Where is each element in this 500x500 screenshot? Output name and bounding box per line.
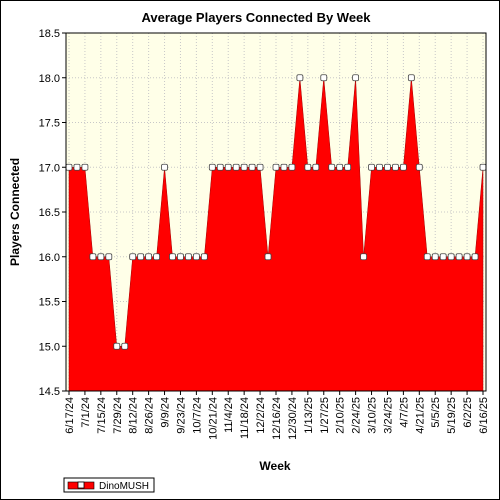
x-tick-label: 10/7/24 bbox=[191, 397, 203, 434]
data-point bbox=[192, 253, 200, 261]
x-tick-label: 7/15/24 bbox=[96, 397, 108, 434]
data-point bbox=[161, 163, 168, 171]
data-point bbox=[216, 163, 224, 171]
data-point bbox=[407, 74, 415, 82]
data-point bbox=[479, 163, 487, 171]
x-tick-label: 2/24/25 bbox=[351, 397, 363, 434]
data-point bbox=[129, 253, 137, 261]
data-point bbox=[471, 253, 479, 261]
data-point bbox=[304, 163, 312, 171]
x-tick-label: 1/27/25 bbox=[319, 397, 331, 434]
x-tick-label: 4/7/25 bbox=[398, 397, 410, 428]
data-point bbox=[455, 253, 463, 261]
data-point bbox=[439, 253, 447, 261]
data-point bbox=[384, 163, 391, 171]
data-point bbox=[399, 163, 407, 171]
y-tick-label: 18.5 bbox=[39, 28, 60, 40]
data-point bbox=[344, 163, 352, 171]
y-tick-label: 14.5 bbox=[39, 386, 60, 398]
data-point bbox=[121, 342, 129, 350]
data-point bbox=[137, 253, 145, 261]
y-tick-label: 17.5 bbox=[39, 118, 60, 130]
y-tick-label: 15.5 bbox=[39, 297, 60, 309]
y-tick-label: 18.0 bbox=[39, 73, 60, 85]
x-tick-label: 7/1/24 bbox=[80, 397, 92, 428]
x-tick-label: 8/26/24 bbox=[144, 397, 156, 434]
data-point bbox=[177, 253, 184, 261]
data-point bbox=[256, 163, 264, 171]
x-tick-label: 5/19/25 bbox=[446, 397, 458, 434]
data-point bbox=[185, 253, 192, 261]
data-point bbox=[248, 163, 256, 171]
x-axis: 6/17/24 7/1/24 7/15/24 7/29/24 8/12/24 8/26/2… bbox=[64, 391, 490, 440]
data-point bbox=[73, 163, 81, 171]
data-point bbox=[360, 253, 367, 261]
data-point bbox=[328, 163, 336, 171]
data-point bbox=[368, 163, 375, 171]
data-point bbox=[89, 253, 97, 261]
data-point bbox=[392, 163, 399, 171]
series-area bbox=[65, 74, 487, 392]
y-tick-label: 17.0 bbox=[39, 162, 60, 174]
data-point bbox=[169, 253, 176, 261]
legend-label: DinoMUSH bbox=[99, 481, 149, 492]
data-point bbox=[312, 163, 320, 171]
x-tick-label: 2/10/25 bbox=[335, 397, 347, 434]
data-point bbox=[200, 253, 208, 261]
data-point bbox=[153, 253, 160, 261]
x-tick-label: 11/18/24 bbox=[239, 397, 251, 439]
x-tick-label: 7/29/24 bbox=[112, 397, 124, 434]
data-point bbox=[463, 253, 471, 261]
data-point bbox=[264, 253, 272, 261]
data-point bbox=[296, 74, 304, 82]
data-point bbox=[232, 163, 240, 171]
x-tick-label: 12/2/24 bbox=[255, 397, 267, 434]
data-point bbox=[320, 74, 328, 82]
x-axis-title: Week bbox=[259, 459, 290, 473]
data-point bbox=[81, 163, 89, 171]
data-point bbox=[97, 253, 105, 261]
x-tick-label: 10/21/24 bbox=[207, 397, 219, 440]
x-tick-label: 9/23/24 bbox=[175, 397, 187, 434]
y-tick-label: 15.0 bbox=[39, 341, 60, 353]
data-point bbox=[65, 163, 73, 171]
x-tick-label: 12/30/24 bbox=[287, 397, 299, 440]
x-tick-label: 12/16/24 bbox=[271, 397, 283, 440]
data-point bbox=[208, 163, 216, 171]
x-tick-label: 9/9/24 bbox=[160, 397, 172, 428]
x-tick-label: 11/4/24 bbox=[223, 397, 235, 433]
x-tick-label: 6/17/24 bbox=[64, 397, 76, 434]
x-tick-label: 8/12/24 bbox=[128, 397, 140, 434]
data-point bbox=[376, 163, 383, 171]
data-point bbox=[336, 163, 344, 171]
x-tick-label: 1/13/25 bbox=[303, 397, 315, 434]
legend: DinoMUSH bbox=[63, 477, 155, 493]
data-point bbox=[288, 163, 296, 171]
y-tick-label: 16.0 bbox=[39, 252, 60, 264]
data-point bbox=[423, 253, 431, 261]
data-point bbox=[240, 163, 248, 171]
data-point bbox=[145, 253, 153, 261]
data-point bbox=[280, 163, 288, 171]
chart-title: Average Players Connected By Week bbox=[141, 10, 371, 25]
x-tick-label: 3/10/25 bbox=[367, 397, 379, 434]
data-point bbox=[447, 253, 455, 261]
data-point bbox=[272, 163, 280, 171]
x-tick-label: 3/24/25 bbox=[382, 397, 394, 434]
data-point bbox=[415, 163, 423, 171]
x-tick-label: 5/5/25 bbox=[430, 397, 442, 428]
data-point bbox=[431, 253, 439, 261]
x-tick-label: 6/2/25 bbox=[462, 397, 474, 428]
data-point bbox=[224, 163, 232, 171]
data-point bbox=[105, 253, 113, 261]
x-tick-label: 4/21/25 bbox=[414, 397, 426, 434]
y-axis: 14.5 15.0 15.5 16.0 16.5 17.0 17.5 18.0 18.5 bbox=[39, 28, 66, 398]
x-tick-label: 6/16/25 bbox=[478, 397, 490, 434]
data-point bbox=[113, 342, 121, 350]
legend-marker bbox=[77, 481, 85, 489]
y-axis-title: Players Connected bbox=[8, 158, 22, 266]
y-tick-label: 16.5 bbox=[39, 207, 60, 219]
data-point bbox=[352, 74, 360, 82]
